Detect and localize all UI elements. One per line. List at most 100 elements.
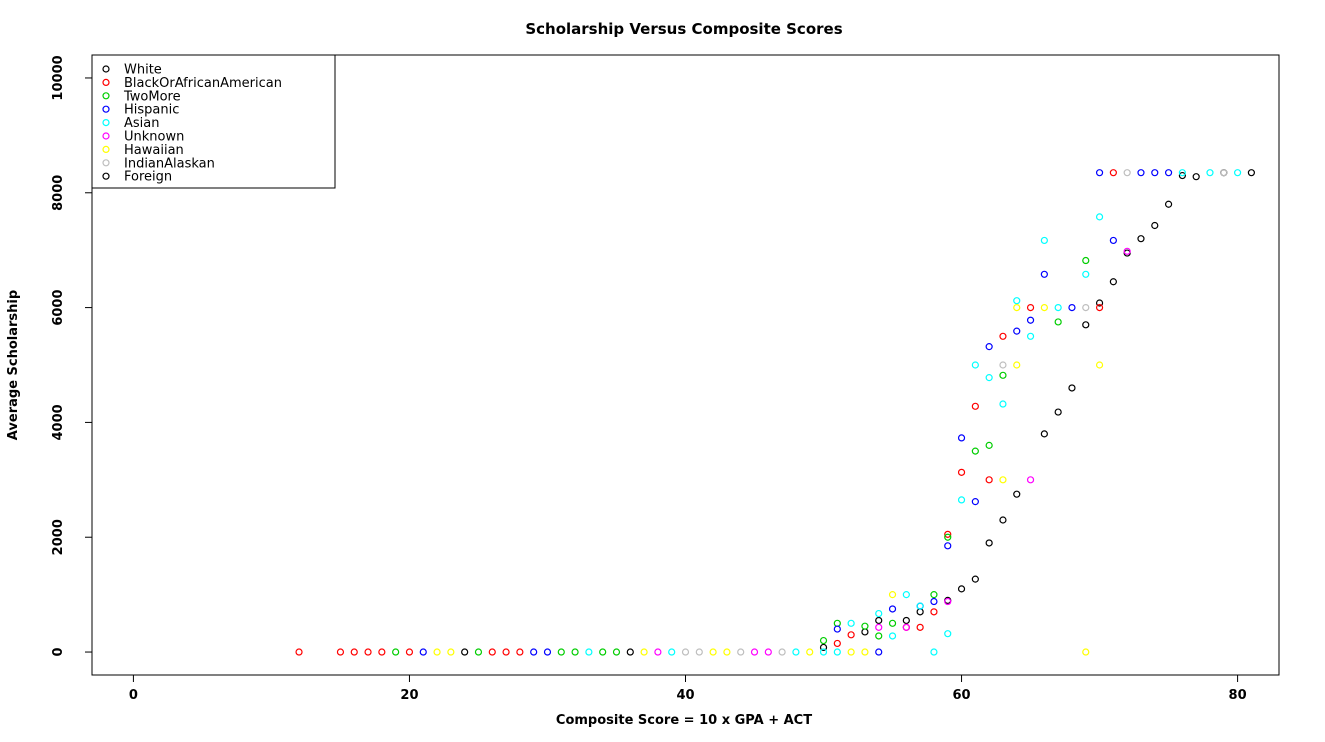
legend-box xyxy=(91,54,336,189)
data-point xyxy=(447,648,455,656)
data-point xyxy=(930,597,938,606)
data-point xyxy=(875,609,883,618)
data-point xyxy=(640,648,648,656)
data-point xyxy=(957,434,966,442)
data-point xyxy=(571,648,579,656)
data-point xyxy=(833,619,841,627)
data-point xyxy=(1192,173,1200,181)
data-point xyxy=(875,632,883,640)
data-point xyxy=(1233,169,1242,177)
data-point xyxy=(806,648,814,656)
data-point xyxy=(1040,270,1048,278)
data-point xyxy=(985,539,993,547)
data-point xyxy=(1082,321,1090,329)
data-point xyxy=(999,400,1007,408)
data-point xyxy=(1082,303,1090,312)
data-point xyxy=(944,597,952,606)
data-point xyxy=(888,619,897,627)
legend-marker xyxy=(102,172,110,180)
data-point xyxy=(336,648,345,656)
x-tick-label: 80 xyxy=(1229,688,1247,703)
y-tick-label: 8000 xyxy=(51,175,66,211)
data-point xyxy=(1095,299,1104,307)
data-point xyxy=(557,648,565,656)
data-point xyxy=(1040,430,1048,438)
y-axis: 0 2000 4000 6000 8000 10000 xyxy=(51,55,93,657)
x-tick-label: 0 xyxy=(129,688,138,703)
data-point xyxy=(999,361,1007,369)
data-point xyxy=(847,619,855,627)
data-point xyxy=(695,648,703,656)
legend-label: BlackOrAfricanAmerican xyxy=(124,76,282,91)
data-point xyxy=(930,608,938,616)
data-point xyxy=(957,468,966,476)
data-point xyxy=(461,648,469,656)
legend-marker xyxy=(102,65,110,73)
legend: WhiteBlackOrAfricanAmericanTwoMoreHispan… xyxy=(91,54,336,189)
data-point xyxy=(502,648,510,656)
legend-label: White xyxy=(124,63,162,78)
data-point xyxy=(350,648,358,656)
data-point xyxy=(1123,247,1131,255)
legend-label: Unknown xyxy=(124,130,184,145)
data-point xyxy=(1247,169,1255,177)
data-point xyxy=(1206,169,1214,177)
data-point xyxy=(1082,648,1090,656)
data-point xyxy=(378,648,386,656)
data-point xyxy=(971,402,979,410)
data-point xyxy=(1013,297,1021,305)
data-point xyxy=(543,648,552,656)
data-point xyxy=(1026,303,1035,312)
data-point xyxy=(902,591,910,599)
data-point xyxy=(861,622,869,630)
data-point xyxy=(999,476,1007,484)
data-point xyxy=(888,591,897,599)
data-point xyxy=(612,648,621,656)
legend-label: Hispanic xyxy=(124,103,179,118)
data-point xyxy=(723,648,731,656)
data-point xyxy=(1137,235,1145,243)
data-point xyxy=(792,648,800,656)
data-point xyxy=(709,648,717,656)
data-point xyxy=(1026,316,1035,324)
data-point xyxy=(516,648,524,656)
data-point xyxy=(875,648,883,656)
data-point xyxy=(985,476,993,484)
data-point xyxy=(861,648,869,656)
data-point xyxy=(957,496,966,504)
data-point xyxy=(1068,303,1076,312)
data-point xyxy=(861,628,869,636)
data-point xyxy=(1013,490,1021,498)
data-point xyxy=(916,608,924,616)
data-point xyxy=(916,623,924,631)
legend-label: Foreign xyxy=(124,170,172,185)
legend-label: TwoMore xyxy=(123,89,181,104)
data-point xyxy=(1137,169,1145,177)
data-point xyxy=(1164,200,1173,208)
data-point xyxy=(1164,169,1173,177)
data-point xyxy=(930,648,938,656)
data-point xyxy=(433,648,441,656)
data-point xyxy=(971,575,979,583)
legend-label: Asian xyxy=(124,116,159,131)
data-point xyxy=(681,648,690,656)
data-point xyxy=(1082,256,1090,265)
x-tick-label: 20 xyxy=(400,688,418,703)
data-point xyxy=(971,361,979,369)
data-point xyxy=(833,648,841,656)
data-point xyxy=(654,648,662,656)
data-point xyxy=(985,374,993,382)
data-point xyxy=(1109,236,1117,245)
data-point xyxy=(585,648,593,656)
data-point xyxy=(888,605,897,613)
data-point xyxy=(819,636,828,645)
x-tick-label: 40 xyxy=(676,688,694,703)
legend-marker xyxy=(102,105,110,113)
x-axis: 0 20 40 60 80 xyxy=(129,674,1247,703)
data-point xyxy=(1068,384,1076,392)
data-point xyxy=(1040,236,1048,245)
data-point xyxy=(474,648,483,656)
data-point xyxy=(930,591,938,599)
data-point xyxy=(1095,169,1104,177)
